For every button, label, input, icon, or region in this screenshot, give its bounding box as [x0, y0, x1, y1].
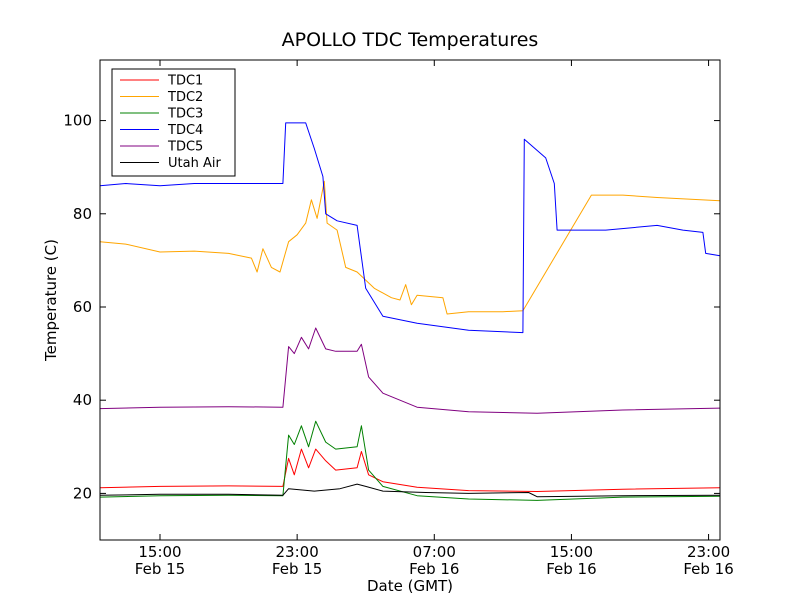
series-line-tdc5 — [99, 327, 721, 414]
y-tick-label: 80 — [73, 205, 92, 223]
y-tick-label: 100 — [63, 112, 92, 130]
x-tick-label-date: Feb 15 — [272, 560, 322, 578]
legend-label-utah-air: Utah Air — [168, 156, 221, 171]
y-axis-label: Temperature (C) — [42, 239, 60, 362]
x-tick-label-time: 07:00 — [413, 543, 456, 561]
legend-label-tdc1: TDC1 — [167, 74, 203, 89]
x-tick-label-time: 23:00 — [276, 543, 319, 561]
x-tick-label-date: Feb 15 — [135, 560, 185, 578]
series-line-tdc2 — [99, 180, 721, 315]
series-line-tdc3 — [99, 420, 721, 501]
x-tick-label-date: Feb 16 — [683, 560, 733, 578]
legend-label-tdc5: TDC5 — [167, 140, 203, 155]
x-axis-label: Date (GMT) — [367, 577, 453, 595]
legend-label-tdc4: TDC4 — [167, 123, 203, 138]
y-tick-label: 40 — [73, 391, 92, 409]
x-tick-label-time: 23:00 — [687, 543, 730, 561]
y-tick-label: 20 — [73, 484, 92, 502]
x-tick-label-date: Feb 16 — [409, 560, 459, 578]
chart-title: APOLLO TDC Temperatures — [282, 29, 539, 51]
series-line-utah-air — [99, 483, 721, 498]
x-tick-label-time: 15:00 — [138, 543, 181, 561]
legend-box — [111, 68, 236, 177]
series-layer — [99, 122, 721, 501]
y-tick-label: 60 — [73, 298, 92, 316]
legend-label-tdc3: TDC3 — [167, 107, 203, 122]
series-line-tdc4 — [99, 122, 721, 334]
plot-frame — [99, 59, 721, 541]
x-tick-label-date: Feb 16 — [546, 560, 596, 578]
legend-label-tdc2: TDC2 — [167, 90, 203, 105]
x-tick-label-time: 15:00 — [550, 543, 593, 561]
